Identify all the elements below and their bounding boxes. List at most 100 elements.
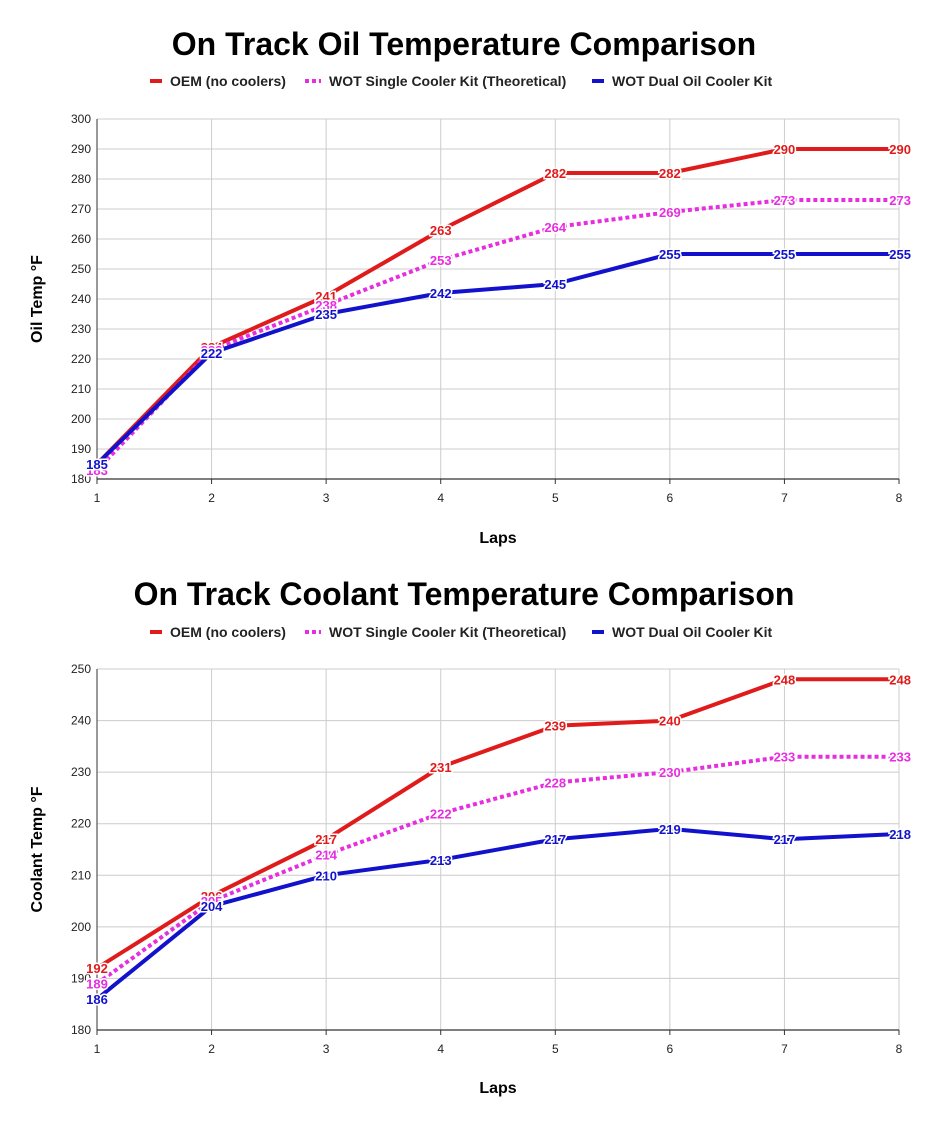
data-label: 241 (315, 289, 337, 304)
y-tick-label: 200 (71, 920, 91, 934)
legend-label: OEM (no coolers) (170, 624, 286, 640)
legend-label: OEM (no coolers) (170, 73, 286, 89)
x-tick-label: 5 (552, 1042, 559, 1056)
series-line (95, 252, 899, 466)
data-label: 233 (774, 750, 796, 765)
y-tick-label: 240 (71, 292, 91, 306)
legend-item: WOT Single Cooler Kit (Theoretical) (305, 73, 566, 89)
data-label: 213 (430, 853, 452, 868)
data-label: 245 (544, 277, 566, 292)
legend-item: OEM (no coolers) (150, 73, 286, 89)
legend-item: OEM (no coolers) (150, 624, 286, 640)
data-label: 222 (201, 346, 223, 361)
data-label: 282 (544, 166, 566, 181)
data-label: 228 (544, 775, 566, 790)
data-label: 282 (659, 166, 681, 181)
y-tick-label: 200 (71, 412, 91, 426)
y-tick-label: 250 (71, 662, 91, 676)
data-label: 218 (889, 827, 911, 842)
x-tick-label: 1 (94, 1042, 101, 1056)
data-label: 248 (774, 672, 796, 687)
legend-label: WOT Single Cooler Kit (Theoretical) (329, 73, 566, 89)
y-tick-label: 260 (71, 232, 91, 246)
y-tick-label: 220 (71, 352, 91, 366)
y-tick-label: 190 (71, 442, 91, 456)
series-line (95, 826, 900, 1001)
x-tick-label: 2 (208, 491, 215, 505)
x-tick-label: 1 (94, 491, 101, 505)
legend-label: WOT Dual Oil Cooler Kit (612, 73, 773, 89)
chart-title: On Track Oil Temperature Comparison (172, 26, 756, 62)
y-tick-label: 180 (71, 1023, 91, 1037)
series-line (95, 754, 899, 986)
legend-label: WOT Dual Oil Cooler Kit (612, 624, 773, 640)
x-tick-label: 7 (781, 491, 788, 505)
data-label: 230 (659, 765, 681, 780)
data-label: 248 (889, 672, 911, 687)
data-label: 273 (774, 193, 796, 208)
legend-item: WOT Single Cooler Kit (Theoretical) (305, 624, 566, 640)
data-label: 214 (315, 848, 337, 863)
y-tick-label: 250 (71, 262, 91, 276)
data-label: 231 (430, 760, 452, 775)
y-axis-label: Coolant Temp °F (29, 786, 46, 912)
y-tick-label: 210 (71, 868, 91, 882)
series-line (95, 677, 899, 970)
legend-item: WOT Dual Oil Cooler Kit (592, 624, 773, 640)
data-label: 273 (889, 193, 911, 208)
data-label: 239 (544, 719, 566, 734)
data-label: 233 (889, 750, 911, 765)
x-tick-label: 3 (323, 1042, 330, 1056)
data-label: 205 (201, 894, 223, 909)
x-tick-label: 8 (896, 1042, 903, 1056)
data-label: 219 (659, 822, 681, 837)
x-tick-label: 2 (208, 1042, 215, 1056)
data-label: 217 (315, 832, 337, 847)
data-label: 263 (430, 223, 452, 238)
x-axis-label: Laps (479, 530, 516, 547)
x-tick-label: 5 (552, 491, 559, 505)
data-label: 269 (659, 205, 681, 220)
oil-temperature-chart: On Track Oil Temperature Comparison OEM (… (29, 26, 913, 547)
data-label: 183 (86, 463, 108, 478)
data-label: 185 (86, 457, 108, 472)
legend-label: WOT Single Cooler Kit (Theoretical) (329, 624, 566, 640)
data-label: 210 (315, 868, 337, 883)
x-axis-label: Laps (479, 1080, 516, 1097)
x-tick-label: 6 (667, 491, 674, 505)
data-label: 186 (86, 992, 108, 1007)
data-label: 290 (889, 142, 911, 157)
y-tick-label: 270 (71, 202, 91, 216)
y-tick-label: 210 (71, 382, 91, 396)
data-label: 192 (86, 961, 108, 976)
y-tick-label: 180 (71, 472, 91, 486)
data-label: 189 (86, 977, 108, 992)
data-label: 224 (201, 340, 223, 355)
y-tick-label: 290 (71, 142, 91, 156)
data-label: 185 (86, 457, 108, 472)
data-label: 223 (201, 343, 223, 358)
data-label: 235 (315, 307, 337, 322)
data-label: 255 (659, 247, 681, 262)
y-tick-label: 190 (71, 971, 91, 985)
data-label: 255 (774, 247, 796, 262)
data-label: 290 (774, 142, 796, 157)
series-line (95, 147, 899, 466)
coolant-temperature-chart: On Track Coolant Temperature Comparison O… (29, 576, 913, 1097)
data-label: 238 (315, 298, 337, 313)
y-tick-label: 230 (71, 765, 91, 779)
data-label: 255 (889, 247, 911, 262)
data-label: 206 (201, 889, 223, 904)
data-label: 217 (774, 832, 796, 847)
y-axis-label: Oil Temp °F (29, 255, 46, 343)
data-label: 240 (659, 714, 681, 729)
x-tick-label: 7 (781, 1042, 788, 1056)
data-label: 222 (430, 806, 452, 821)
y-tick-label: 230 (71, 322, 91, 336)
legend-item: WOT Dual Oil Cooler Kit (592, 73, 773, 89)
series-line (95, 198, 899, 472)
y-tick-label: 240 (71, 714, 91, 728)
y-tick-label: 220 (71, 817, 91, 831)
y-tick-label: 300 (71, 112, 91, 126)
